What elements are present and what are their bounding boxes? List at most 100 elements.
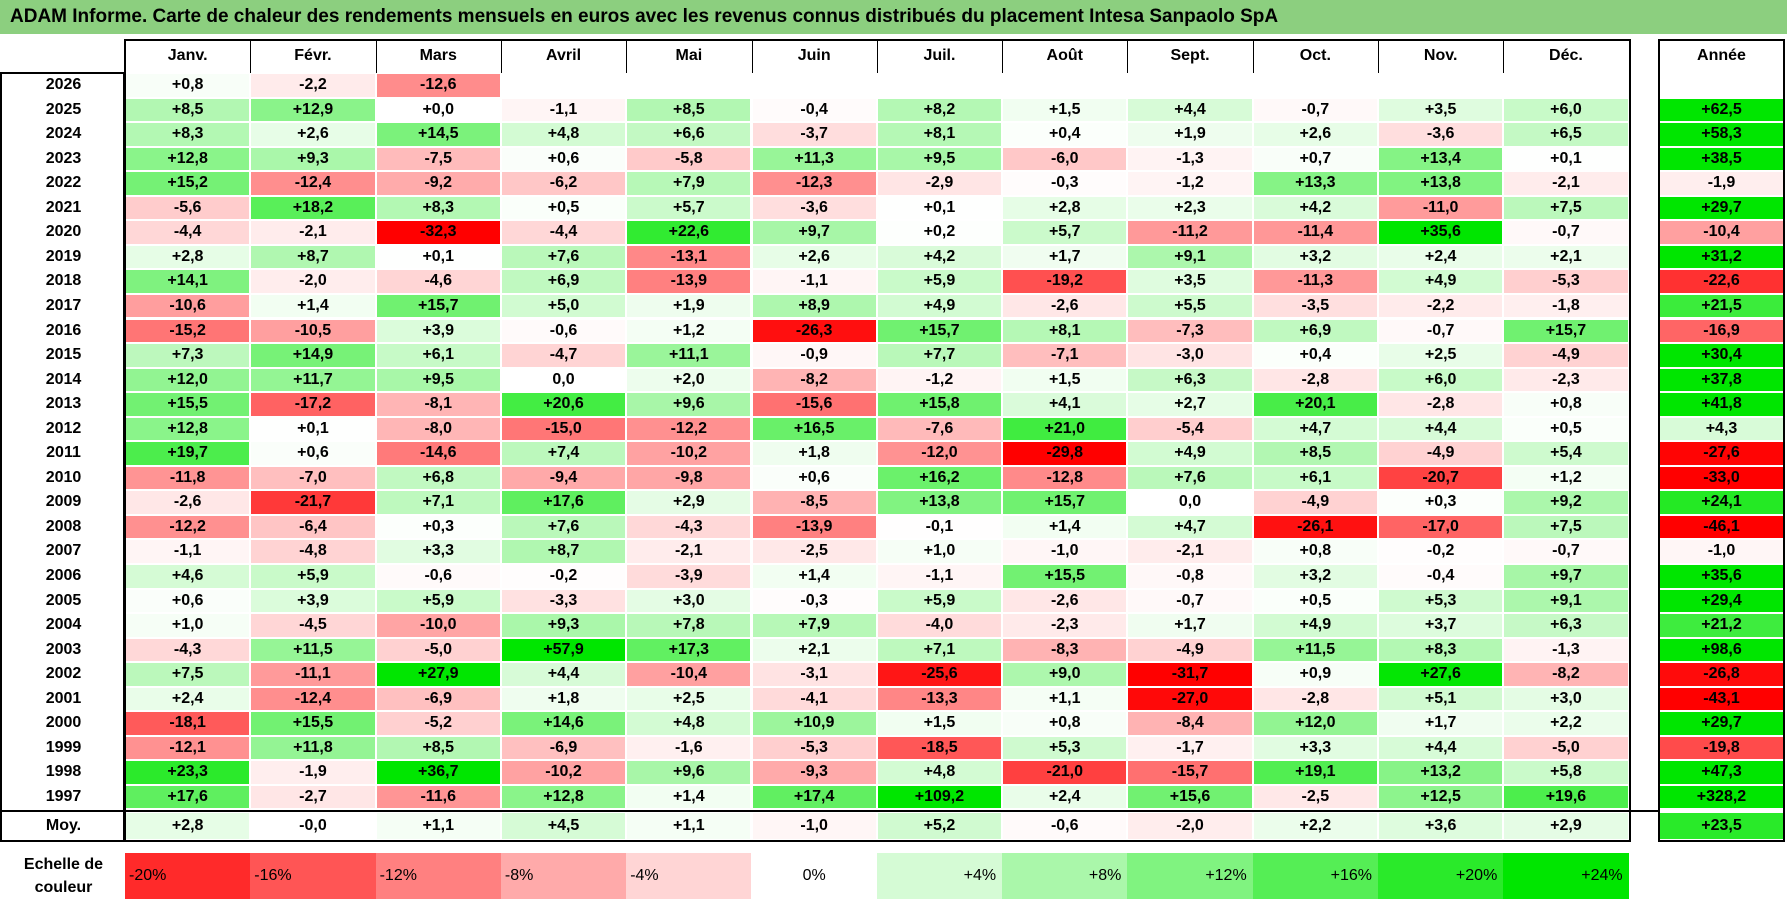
heatmap-cell: +12,8	[501, 785, 626, 809]
heatmap-cell: -2,0	[251, 270, 375, 293]
heatmap-cell: -1,0	[1003, 540, 1127, 563]
heatmap-cell: +8,5	[627, 98, 751, 122]
heatmap-cell: -31,7	[1128, 663, 1252, 686]
heatmap-cell: +9,6	[627, 761, 751, 784]
heatmap-cell	[627, 74, 751, 97]
heatmap-cell: -2,3	[1003, 614, 1127, 637]
heatmap-cell: +7,5	[1504, 196, 1628, 220]
heatmap-cell: +1,2	[627, 319, 751, 343]
heatmap-cell: +5,4	[1504, 442, 1628, 465]
average-cell: +2,9	[1504, 813, 1628, 839]
heatmap-cell: -4,9	[1504, 344, 1628, 367]
average-cell: -1,0	[752, 813, 876, 839]
heatmap-cell: -10,6	[126, 294, 250, 318]
average-cell: +5,2	[877, 813, 1002, 839]
heatmap-cell: +2,7	[1128, 393, 1252, 416]
heatmap-cell: +12,5	[1379, 785, 1503, 809]
heatmap-cell: +11,8	[251, 736, 375, 760]
heatmap-cell: +13,2	[1379, 761, 1503, 784]
annual-cell: -1,0	[1660, 540, 1783, 563]
column-separator	[500, 40, 502, 73]
heatmap-cell: +57,9	[501, 638, 626, 662]
heatmap-cell: +9,6	[627, 393, 751, 416]
heatmap-cell: +2,4	[1379, 245, 1503, 269]
heatmap-cell: -14,6	[376, 442, 500, 465]
scale-swatch: +20%	[1378, 853, 1504, 899]
heatmap-cell: -1,3	[1128, 147, 1252, 171]
heatmap-cell: +2,1	[1504, 245, 1628, 269]
heatmap-cell: +5,9	[376, 589, 500, 613]
heatmap-cell: +2,4	[126, 687, 250, 711]
heatmap-cell: +1,9	[627, 294, 751, 318]
heatmap-cell: +22,6	[627, 221, 751, 244]
heatmap-cell: -1,1	[126, 540, 250, 563]
heatmap-cell: -1,9	[251, 761, 375, 784]
heatmap-cell: +2,4	[1003, 785, 1127, 809]
heatmap-cell: +19,6	[1504, 785, 1628, 809]
heatmap-cell: +4,8	[877, 761, 1002, 784]
heatmap-cell: -8,5	[752, 491, 876, 514]
heatmap-cell: +5,0	[501, 294, 626, 318]
heatmap-cell: -3,6	[752, 196, 876, 220]
heatmap-cell: +4,2	[877, 245, 1002, 269]
annual-cell: +38,5	[1660, 147, 1783, 171]
heatmap-cell	[1253, 74, 1377, 97]
average-cell: +2,2	[1253, 813, 1377, 839]
heatmap-cell: -9,8	[627, 466, 751, 490]
heatmap-cell: -11,3	[1253, 270, 1377, 293]
annual-cell: +31,2	[1660, 245, 1783, 269]
heatmap-cell: +8,3	[126, 123, 250, 146]
heatmap-cell: +4,9	[1128, 442, 1252, 465]
year-label: 2021	[45, 198, 82, 216]
heatmap-cell: +7,4	[501, 442, 626, 465]
month-header: Déc.	[1549, 47, 1583, 64]
heatmap-cell: -8,3	[1003, 638, 1127, 662]
heatmap-cell: -7,3	[1128, 319, 1252, 343]
heatmap-cell: +4,2	[1253, 196, 1377, 220]
heatmap-cell: +4,4	[501, 663, 626, 686]
heatmap-cell	[1504, 74, 1628, 97]
year-label: 2026	[45, 76, 82, 93]
heatmap-cell: +18,2	[251, 196, 375, 220]
heatmap-cell: +1,0	[126, 614, 250, 637]
year-label: 2007	[45, 542, 82, 560]
heatmap-cell: -12,8	[1003, 466, 1127, 490]
year-label: 2018	[45, 272, 82, 290]
year-total-header: Année	[1697, 47, 1746, 64]
annual-frame	[1658, 39, 1785, 842]
heatmap-cell: +17,3	[627, 638, 751, 662]
heatmap-cell: +5,3	[1003, 736, 1127, 760]
heatmap-cell: +1,0	[877, 540, 1002, 563]
year-label: 2009	[45, 493, 82, 511]
heatmap-cell: -11,6	[376, 785, 500, 809]
heatmap-cell: -3,0	[1128, 344, 1252, 367]
heatmap-cell: +3,2	[1253, 245, 1377, 269]
heatmap-cell: -12,6	[376, 74, 500, 97]
heatmap-cell: +8,5	[126, 98, 250, 122]
heatmap-cell: -0,3	[1003, 172, 1127, 195]
heatmap-cell: -3,9	[627, 565, 751, 588]
year-label: 2025	[45, 100, 82, 118]
heatmap-cell: -8,4	[1128, 712, 1252, 735]
month-header: Août	[1046, 47, 1083, 64]
heatmap-cell: -1,8	[1504, 294, 1628, 318]
heatmap-cell: -11,4	[1253, 221, 1377, 244]
annual-cell: -33,0	[1660, 466, 1783, 490]
heatmap-cell: +4,7	[1253, 417, 1377, 441]
heatmap-cell: +5,7	[627, 196, 751, 220]
heatmap-cell: -4,5	[251, 614, 375, 637]
heatmap-cell: +2,1	[752, 638, 876, 662]
heatmap-cell: +15,7	[877, 319, 1002, 343]
heatmap-cell: -10,5	[251, 319, 375, 343]
heatmap-cell: -17,2	[251, 393, 375, 416]
heatmap-cell: +11,3	[752, 147, 876, 171]
heatmap-cell	[1379, 74, 1503, 97]
heatmap-cell: -4,4	[501, 221, 626, 244]
heatmap-cell: +8,3	[376, 196, 500, 220]
heatmap-cell: -4,7	[501, 344, 626, 367]
heatmap-cell: +0,5	[1253, 589, 1377, 613]
heatmap-cell: +6,8	[376, 466, 500, 490]
heatmap-cell	[877, 74, 1002, 97]
heatmap-cell: +3,5	[1128, 270, 1252, 293]
scale-swatch: +12%	[1127, 853, 1253, 899]
